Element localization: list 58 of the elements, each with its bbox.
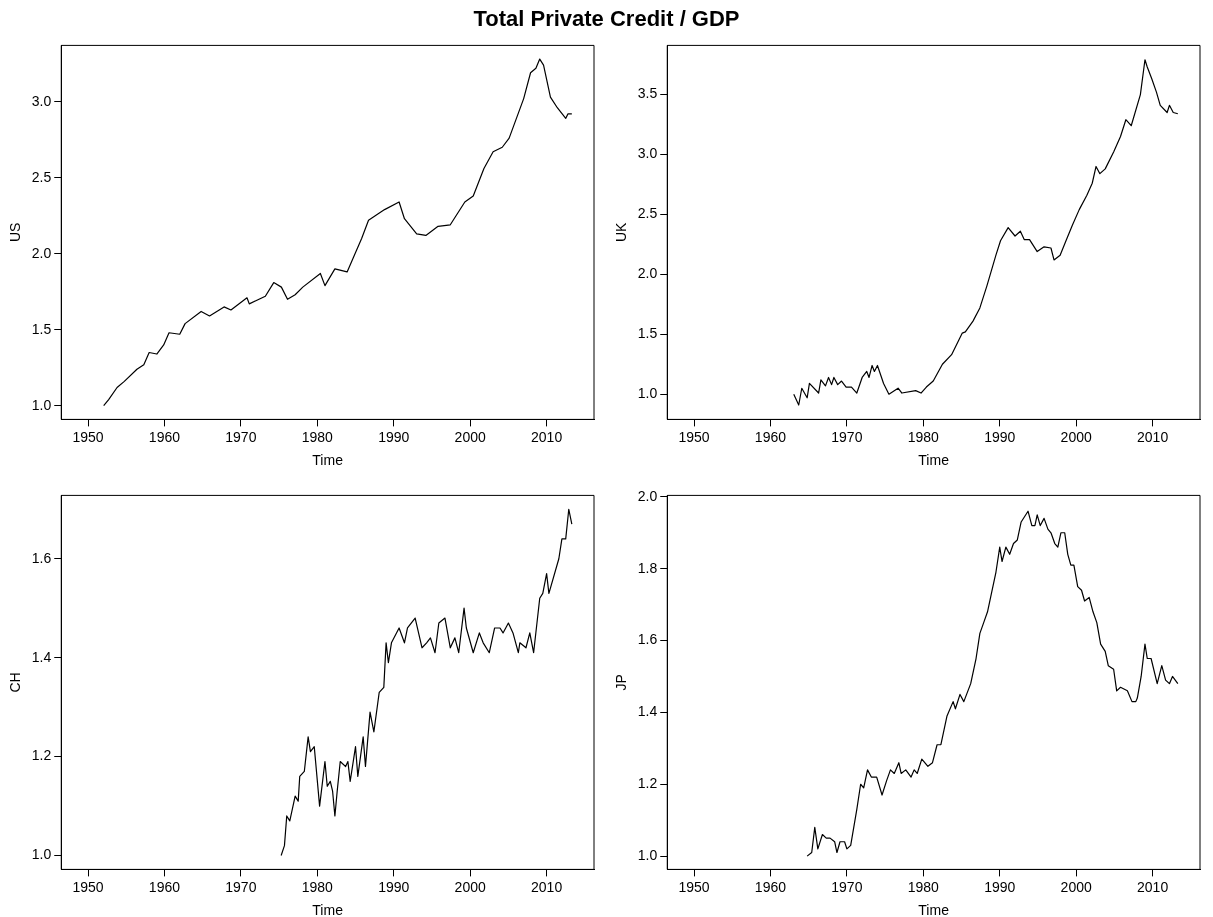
x-tick-label: 1980 bbox=[301, 878, 334, 895]
y-axis-title: UK bbox=[613, 222, 630, 243]
x-axis-title: Time bbox=[312, 902, 344, 917]
x-tick-label: 2000 bbox=[1060, 878, 1092, 895]
y-tick-label: 1.0 bbox=[637, 385, 658, 402]
x-tick-label: 2010 bbox=[1137, 878, 1169, 895]
x-tick-label: 1970 bbox=[831, 428, 863, 445]
y-tick-label: 1.5 bbox=[637, 325, 658, 342]
x-tick-label: 1970 bbox=[225, 428, 257, 445]
y-tick-label: 2.5 bbox=[637, 205, 658, 222]
x-axis-title: Time bbox=[918, 902, 950, 917]
y-tick-label: 1.4 bbox=[31, 648, 52, 665]
x-tick-label: 1970 bbox=[831, 878, 863, 895]
x-tick-label: 1960 bbox=[754, 878, 787, 895]
y-tick-label: 1.8 bbox=[637, 559, 658, 576]
y-tick-label: 2.0 bbox=[637, 265, 658, 282]
x-tick-label: 1950 bbox=[72, 428, 104, 445]
y-tick-label: 2.0 bbox=[637, 487, 658, 504]
y-tick-label: 2.5 bbox=[31, 168, 52, 185]
y-tick-label: 1.0 bbox=[31, 846, 52, 863]
x-tick-label: 1990 bbox=[378, 878, 410, 895]
x-tick-label: 1950 bbox=[678, 428, 710, 445]
y-axis-title: CH bbox=[7, 672, 24, 693]
y-axis-title: US bbox=[7, 222, 24, 243]
x-tick-label: 1950 bbox=[72, 878, 104, 895]
x-tick-label: 2010 bbox=[531, 428, 563, 445]
x-tick-label: 1970 bbox=[225, 878, 257, 895]
x-tick-label: 1960 bbox=[148, 428, 181, 445]
y-tick-label: 1.4 bbox=[637, 703, 658, 720]
y-tick-label: 3.0 bbox=[637, 145, 658, 162]
x-tick-label: 1990 bbox=[984, 428, 1016, 445]
y-tick-label: 1.0 bbox=[31, 396, 52, 413]
y-tick-label: 1.6 bbox=[637, 631, 658, 648]
x-tick-label: 1960 bbox=[148, 878, 181, 895]
x-tick-label: 1960 bbox=[754, 428, 787, 445]
x-tick-label: 1980 bbox=[907, 878, 940, 895]
y-tick-label: 1.5 bbox=[31, 320, 52, 337]
x-tick-label: 1950 bbox=[678, 878, 710, 895]
y-tick-label: 1.2 bbox=[31, 747, 52, 764]
x-tick-label: 1990 bbox=[378, 428, 410, 445]
y-axis-title: JP bbox=[613, 674, 630, 691]
x-tick-label: 2000 bbox=[454, 878, 486, 895]
x-tick-label: 2010 bbox=[1137, 428, 1169, 445]
chart-title: Total Private Credit / GDP bbox=[472, 5, 741, 33]
y-tick-label: 1.6 bbox=[31, 549, 52, 566]
y-tick-label: 1.2 bbox=[637, 775, 658, 792]
x-tick-label: 1980 bbox=[907, 428, 940, 445]
x-tick-label: 1980 bbox=[301, 428, 334, 445]
x-tick-label: 1990 bbox=[984, 878, 1016, 895]
x-tick-label: 2000 bbox=[454, 428, 486, 445]
y-tick-label: 2.0 bbox=[31, 244, 52, 261]
x-tick-label: 2000 bbox=[1060, 428, 1092, 445]
y-tick-label: 3.5 bbox=[637, 85, 658, 102]
x-axis-title: Time bbox=[918, 452, 950, 469]
y-tick-label: 3.0 bbox=[31, 92, 52, 109]
y-tick-label: 1.0 bbox=[637, 846, 658, 863]
x-axis-title: Time bbox=[312, 452, 344, 469]
x-tick-label: 2010 bbox=[531, 878, 563, 895]
